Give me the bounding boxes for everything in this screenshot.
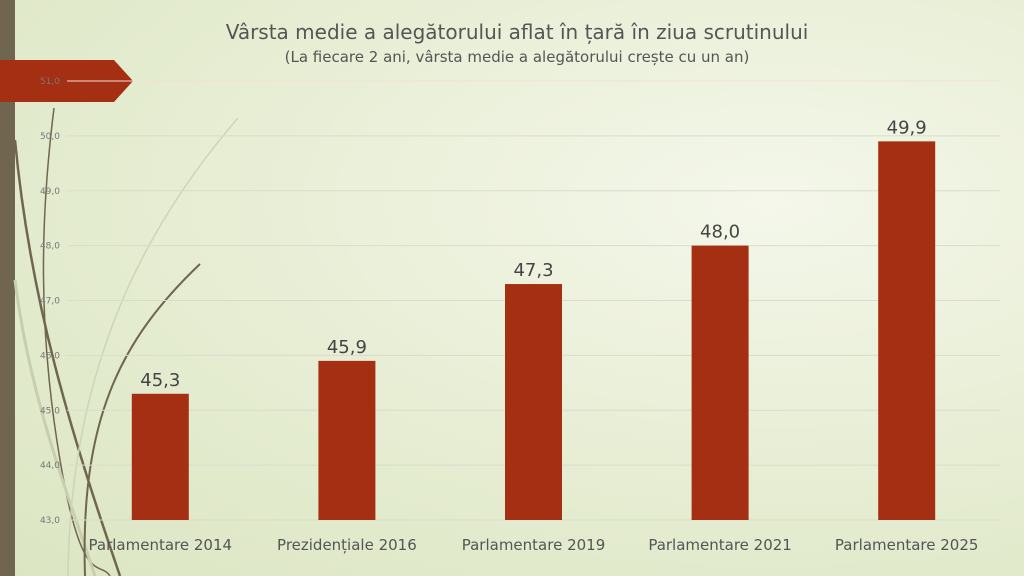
- bar: [878, 141, 936, 521]
- chart-subtitle: (La fiecare 2 ani, vârsta medie a alegăt…: [284, 48, 750, 66]
- x-tick-label: Parlamentare 2021: [648, 536, 792, 554]
- y-tick-label: 44,0: [40, 461, 60, 471]
- x-tick-label: Parlamentare 2025: [835, 536, 979, 554]
- decorative-side-strip: [0, 0, 15, 576]
- bar: [691, 245, 749, 520]
- data-label: 45,9: [327, 337, 367, 358]
- x-tick-label: Prezidențiale 2016: [277, 536, 417, 554]
- bar: [505, 284, 562, 520]
- y-tick-label: 49,0: [40, 187, 60, 197]
- data-label: 47,3: [513, 260, 553, 281]
- y-tick-label: 50,0: [40, 132, 60, 142]
- y-tick-label: 47,0: [40, 297, 60, 307]
- x-tick-label: Parlamentare 2019: [462, 536, 606, 554]
- data-label: 45,3: [140, 370, 180, 391]
- y-tick-label: 43,0: [40, 516, 60, 526]
- data-label: 49,9: [887, 117, 927, 138]
- y-tick-label: 48,0: [40, 242, 60, 252]
- bar: [131, 393, 189, 520]
- bar: [318, 360, 376, 520]
- data-label: 48,0: [700, 222, 740, 243]
- y-tick-label: 51,0: [40, 77, 60, 87]
- y-tick-label: 46,0: [40, 351, 60, 361]
- chart-title: Vârsta medie a alegătorului aflat în țar…: [225, 20, 809, 44]
- y-tick-label: 45,0: [40, 406, 60, 416]
- x-tick-label: Parlamentare 2014: [89, 536, 233, 554]
